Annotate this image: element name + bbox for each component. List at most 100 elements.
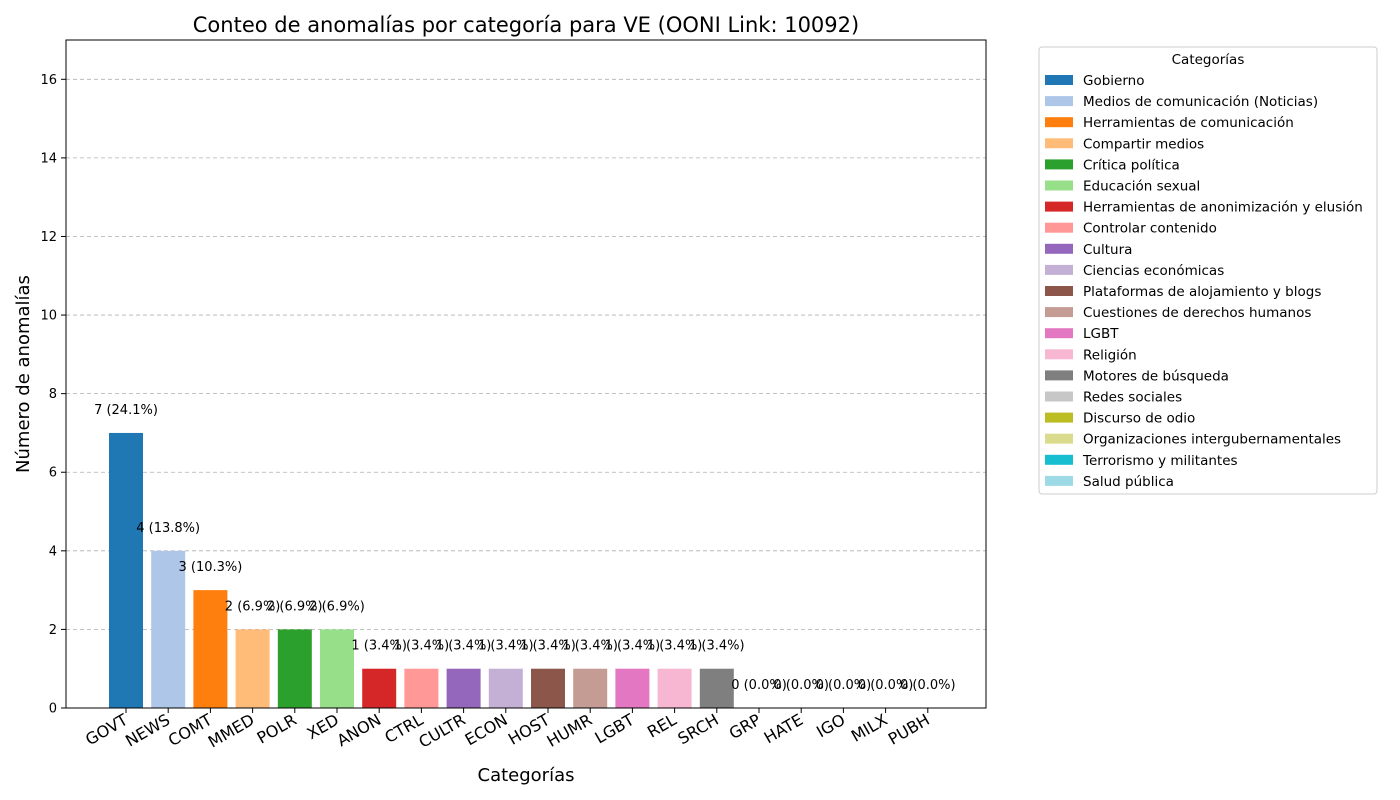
legend-label: Gobierno <box>1083 73 1144 89</box>
data-label-rel: 1 (3.4%) <box>647 639 703 654</box>
data-label-srch: 1 (3.4%) <box>689 639 745 654</box>
legend-label: Crítica política <box>1083 157 1180 173</box>
legend-swatch <box>1045 201 1073 212</box>
legend-label: Redes sociales <box>1083 390 1182 406</box>
legend-swatch <box>1045 349 1073 360</box>
y-tick-label: 2 <box>49 623 57 638</box>
legend-label: Educación sexual <box>1083 179 1200 195</box>
y-tick-label: 8 <box>49 387 57 402</box>
legend-label: Motores de búsqueda <box>1083 368 1229 384</box>
x-tick-label-srch: SRCH <box>674 710 721 748</box>
bar-humr <box>573 668 608 708</box>
data-label-ctrl: 1 (3.4%) <box>394 639 450 654</box>
x-axis-title: Categorías <box>478 765 575 786</box>
legend-swatch <box>1045 138 1073 149</box>
y-tick-label: 0 <box>49 702 57 717</box>
x-tick-label-news: NEWS <box>122 710 173 750</box>
legend-swatch <box>1045 412 1073 423</box>
bar-mmed <box>235 629 270 708</box>
data-label-milx: 0 (0.0%) <box>858 678 914 693</box>
legend-label: Plataformas de alojamiento y blogs <box>1083 284 1321 300</box>
data-label-grp: 0 (0.0%) <box>731 678 787 693</box>
y-tick-label: 12 <box>40 230 57 245</box>
bar-srch <box>699 668 734 708</box>
data-label-news: 4 (13.8%) <box>136 521 200 536</box>
x-tick-label-cultr: CULTR <box>415 710 468 752</box>
bar-econ <box>488 668 523 708</box>
legend-swatch <box>1045 286 1073 296</box>
legend-label: Religión <box>1083 347 1137 363</box>
bar-host <box>531 668 565 708</box>
legend-label: Organizaciones intergubernamentales <box>1083 432 1341 448</box>
legend-swatch <box>1045 307 1073 318</box>
y-tick-label: 6 <box>49 466 57 481</box>
y-tick-label: 10 <box>40 309 57 324</box>
data-label-xed: 2 (6.9%) <box>309 599 365 614</box>
legend-label: Controlar contenido <box>1083 221 1217 237</box>
legend-label: Herramientas de comunicación <box>1083 115 1294 131</box>
data-label-igo: 0 (0.0%) <box>816 678 872 693</box>
legend-label: Salud pública <box>1083 474 1174 490</box>
legend-box <box>1038 46 1378 495</box>
bar-lgbt <box>615 668 650 708</box>
data-label-cultr: 1 (3.4%) <box>436 639 492 654</box>
data-label-anon: 1 (3.4%) <box>351 639 407 654</box>
legend-swatch <box>1045 475 1073 486</box>
legend-label: Ciencias económicas <box>1083 263 1224 279</box>
legend-label: Cuestiones de derechos humanos <box>1083 305 1311 321</box>
y-tick-label: 4 <box>49 544 57 559</box>
legend-swatch <box>1045 391 1073 402</box>
data-label-govt: 7 (24.1%) <box>94 403 158 418</box>
x-tick-label-milx: MILX <box>848 710 891 746</box>
legend-swatch <box>1045 159 1073 170</box>
legend-swatch <box>1045 117 1073 128</box>
legend-swatch <box>1045 75 1073 85</box>
chart-title: Conteo de anomalías por categoría para V… <box>193 13 859 37</box>
data-labels: 7 (24.1%) 4 (13.8%) 3 (10.3%) 2 (6.9%)2 (6.… <box>94 403 956 693</box>
y-axis-title: Número de anomalías <box>13 275 34 473</box>
data-label-pubh: 0 (0.0%) <box>900 678 956 693</box>
legend-swatch <box>1045 370 1073 381</box>
legend-label: Terrorismo y militantes <box>1082 453 1238 469</box>
bar-cultr <box>446 668 481 708</box>
grid-lines <box>66 78 986 630</box>
data-label-hate: 0 (0.0%) <box>773 678 829 693</box>
legend-label: LGBT <box>1083 326 1119 342</box>
legend-swatch <box>1045 264 1073 275</box>
x-tick-label-mmed: MMED <box>205 710 258 751</box>
bar-ctrl <box>404 668 439 708</box>
x-tick-label-hate: HATE <box>761 710 807 747</box>
x-tick-label-anon: ANON <box>334 710 385 750</box>
bar-govt <box>109 432 143 708</box>
bars <box>109 432 734 708</box>
data-label-humr: 1 (3.4%) <box>562 639 618 654</box>
legend-label: Herramientas de anonimización y elusión <box>1083 200 1363 216</box>
y-tick-label: 16 <box>40 73 57 88</box>
x-tick-label-govt: GOVT <box>82 710 131 749</box>
legend-swatch <box>1045 454 1073 465</box>
x-tick-label-lgbt: LGBT <box>591 710 637 748</box>
legend-title: Categorías <box>1172 52 1245 68</box>
data-label-econ: 1 (3.4%) <box>478 639 534 654</box>
legend-label: Discurso de odio <box>1083 411 1195 427</box>
x-tick-label-pubh: PUBH <box>885 710 933 749</box>
legend-label: Compartir medios <box>1083 136 1204 152</box>
x-tick-label-grp: GRP <box>726 710 765 743</box>
bar-comt <box>193 590 228 708</box>
x-tick-label-polr: POLR <box>254 710 300 748</box>
legend-swatch <box>1045 243 1073 254</box>
data-label-comt: 3 (10.3%) <box>178 560 242 575</box>
x-tick-label-host: HOST <box>505 710 553 749</box>
x-tick-label-rel: REL <box>644 710 680 742</box>
legend-swatch <box>1045 96 1073 107</box>
x-tick-label-econ: ECON <box>462 710 511 749</box>
data-label-polr: 2 (6.9%) <box>267 599 323 614</box>
data-label-host: 1 (3.4%) <box>520 639 576 654</box>
legend-swatch <box>1045 328 1073 339</box>
legend: Categorías Gobierno Medios de comunicació… <box>1038 46 1378 495</box>
legend-swatch <box>1045 433 1073 444</box>
y-tick-label: 14 <box>40 151 57 166</box>
x-tick-label-comt: COMT <box>165 710 216 750</box>
